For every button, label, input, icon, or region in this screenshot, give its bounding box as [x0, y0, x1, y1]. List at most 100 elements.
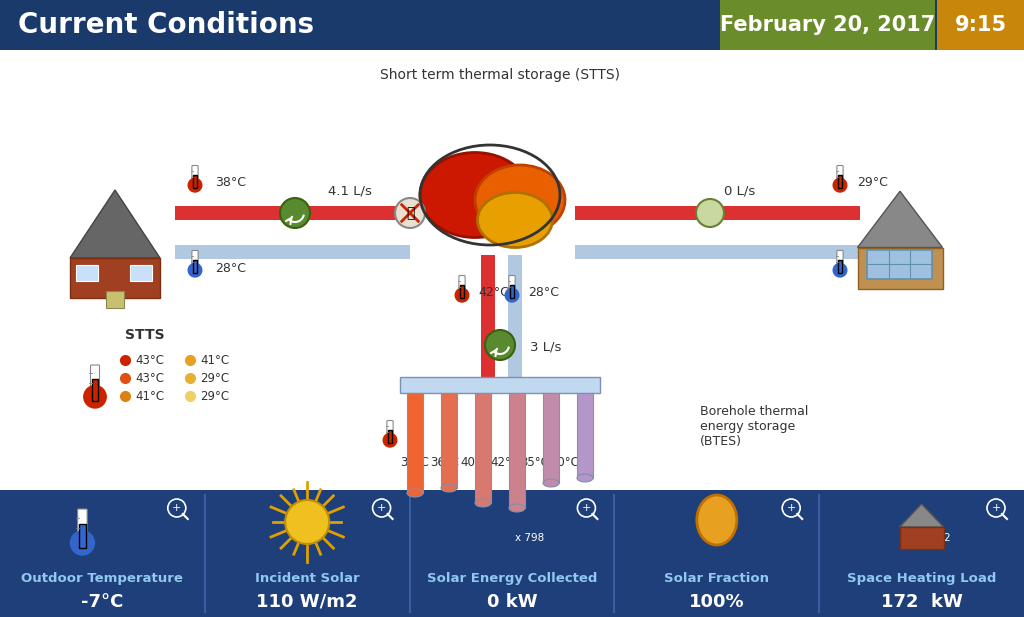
FancyBboxPatch shape	[509, 393, 525, 508]
Text: Current Conditions: Current Conditions	[18, 11, 314, 39]
FancyBboxPatch shape	[857, 247, 942, 289]
FancyBboxPatch shape	[510, 284, 514, 298]
Circle shape	[84, 386, 106, 408]
Text: STTS: STTS	[125, 328, 165, 342]
Text: Short term thermal storage (STTS): Short term thermal storage (STTS)	[380, 68, 620, 82]
Circle shape	[71, 531, 94, 555]
Ellipse shape	[420, 152, 530, 238]
Ellipse shape	[441, 484, 457, 492]
FancyBboxPatch shape	[508, 255, 522, 380]
FancyBboxPatch shape	[839, 260, 842, 273]
FancyBboxPatch shape	[900, 527, 943, 549]
Text: 29°C: 29°C	[857, 176, 888, 189]
FancyBboxPatch shape	[175, 245, 410, 259]
FancyBboxPatch shape	[543, 393, 559, 483]
FancyBboxPatch shape	[76, 265, 98, 281]
FancyBboxPatch shape	[92, 379, 98, 401]
Text: 40°C: 40°C	[461, 457, 489, 470]
FancyBboxPatch shape	[106, 291, 124, 308]
FancyBboxPatch shape	[839, 175, 842, 188]
Text: 0 kW: 0 kW	[486, 593, 538, 611]
Text: -7°C: -7°C	[81, 593, 124, 611]
Text: 28°C: 28°C	[215, 262, 246, 275]
Circle shape	[383, 433, 397, 447]
Polygon shape	[900, 504, 943, 527]
Ellipse shape	[509, 504, 525, 512]
Text: 28°C: 28°C	[528, 286, 559, 299]
Ellipse shape	[696, 495, 737, 545]
Circle shape	[188, 263, 202, 277]
FancyBboxPatch shape	[70, 258, 160, 298]
FancyBboxPatch shape	[0, 50, 1024, 490]
FancyBboxPatch shape	[78, 509, 87, 544]
Polygon shape	[857, 191, 942, 247]
Text: 38°C: 38°C	[215, 176, 246, 189]
FancyBboxPatch shape	[0, 490, 1024, 617]
Text: 172  kW: 172 kW	[881, 593, 963, 611]
Text: 41°C: 41°C	[200, 354, 229, 366]
Text: 3 L/s: 3 L/s	[530, 341, 561, 354]
Circle shape	[395, 198, 425, 228]
Text: +: +	[172, 503, 181, 513]
FancyBboxPatch shape	[388, 429, 391, 443]
Text: Incident Solar: Incident Solar	[255, 573, 359, 586]
Text: 42°C: 42°C	[478, 286, 509, 299]
Text: 🚫: 🚫	[406, 206, 414, 220]
Ellipse shape	[577, 474, 593, 482]
FancyBboxPatch shape	[937, 0, 1024, 50]
Ellipse shape	[477, 193, 553, 247]
Text: 36°C: 36°C	[430, 457, 460, 470]
Text: +: +	[582, 503, 591, 513]
FancyBboxPatch shape	[461, 284, 464, 298]
Circle shape	[456, 288, 469, 302]
FancyBboxPatch shape	[0, 0, 1024, 50]
Text: Outdoor Temperature: Outdoor Temperature	[22, 573, 183, 586]
FancyBboxPatch shape	[400, 377, 600, 393]
FancyBboxPatch shape	[194, 260, 197, 273]
Text: 29°C: 29°C	[200, 371, 229, 384]
FancyBboxPatch shape	[475, 393, 490, 503]
Polygon shape	[70, 190, 160, 258]
Circle shape	[188, 178, 202, 192]
Text: Solar Fraction: Solar Fraction	[665, 573, 769, 586]
FancyBboxPatch shape	[441, 393, 457, 488]
FancyBboxPatch shape	[720, 0, 935, 50]
Ellipse shape	[543, 479, 559, 487]
Circle shape	[485, 330, 515, 360]
Text: February 20, 2017: February 20, 2017	[720, 15, 935, 35]
FancyBboxPatch shape	[191, 251, 198, 271]
FancyBboxPatch shape	[79, 524, 86, 547]
FancyBboxPatch shape	[459, 276, 465, 296]
Text: 43°C: 43°C	[135, 371, 164, 384]
Text: Solar Energy Collected: Solar Energy Collected	[427, 573, 597, 586]
Text: x 52: x 52	[929, 533, 951, 543]
FancyBboxPatch shape	[387, 421, 393, 441]
Ellipse shape	[407, 489, 423, 497]
Ellipse shape	[475, 499, 490, 507]
Ellipse shape	[475, 165, 565, 235]
Text: 30°C: 30°C	[400, 457, 429, 470]
Text: 30°C: 30°C	[551, 457, 580, 470]
Text: 9:15: 9:15	[954, 15, 1007, 35]
Text: 32°C: 32°C	[857, 262, 888, 275]
Text: +: +	[991, 503, 1000, 513]
FancyBboxPatch shape	[866, 251, 933, 278]
Text: 43°C: 43°C	[135, 354, 164, 366]
Text: 29°C: 29°C	[200, 389, 229, 402]
FancyBboxPatch shape	[577, 393, 593, 478]
Circle shape	[280, 198, 310, 228]
Text: 4.1 L/s: 4.1 L/s	[328, 184, 372, 197]
Text: +: +	[377, 503, 386, 513]
FancyBboxPatch shape	[407, 393, 423, 493]
Text: 42°C: 42°C	[490, 457, 519, 470]
Text: 110 W/m2: 110 W/m2	[256, 593, 358, 611]
Circle shape	[505, 288, 519, 302]
FancyBboxPatch shape	[90, 365, 99, 398]
Text: x 798: x 798	[515, 533, 545, 543]
FancyBboxPatch shape	[575, 245, 860, 259]
Text: 35°C: 35°C	[520, 457, 550, 470]
FancyBboxPatch shape	[194, 175, 197, 188]
Text: Borehole thermal
energy storage
(BTES): Borehole thermal energy storage (BTES)	[700, 405, 808, 448]
Circle shape	[834, 178, 847, 192]
FancyBboxPatch shape	[130, 265, 152, 281]
